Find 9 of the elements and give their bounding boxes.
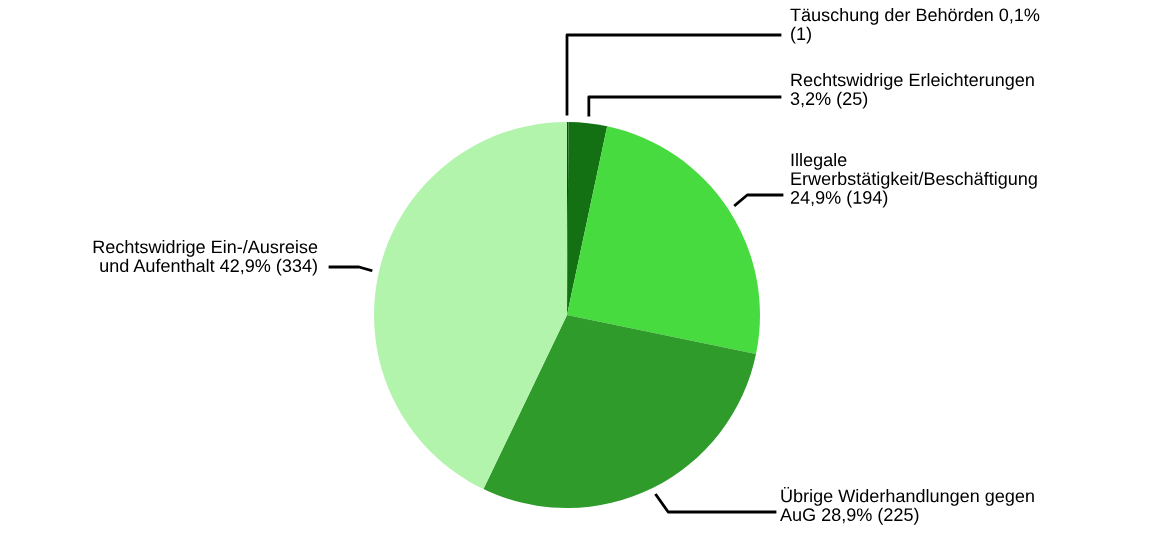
slice-label: Täuschung der Behörden 0,1% (1) <box>790 8 1040 44</box>
slice-label: Übrige Widerhandlungen gegen AuG 28,9% (225) <box>780 487 1034 525</box>
pie-slice <box>483 315 757 508</box>
slice-label: Rechtswidrige Erleichterungen 3,2% (25) <box>790 73 1034 109</box>
pie-slice <box>567 126 760 355</box>
slice-label: Rechtswidrige Ein-/Ausreise und Aufenthalt 42,9% (334) <box>93 240 318 276</box>
pie-slice <box>567 122 608 315</box>
pie-slice <box>374 122 567 489</box>
slice-label: Illegale Erwerbstätigkeit/Beschäftigung 24,9% (194) <box>790 153 1037 208</box>
